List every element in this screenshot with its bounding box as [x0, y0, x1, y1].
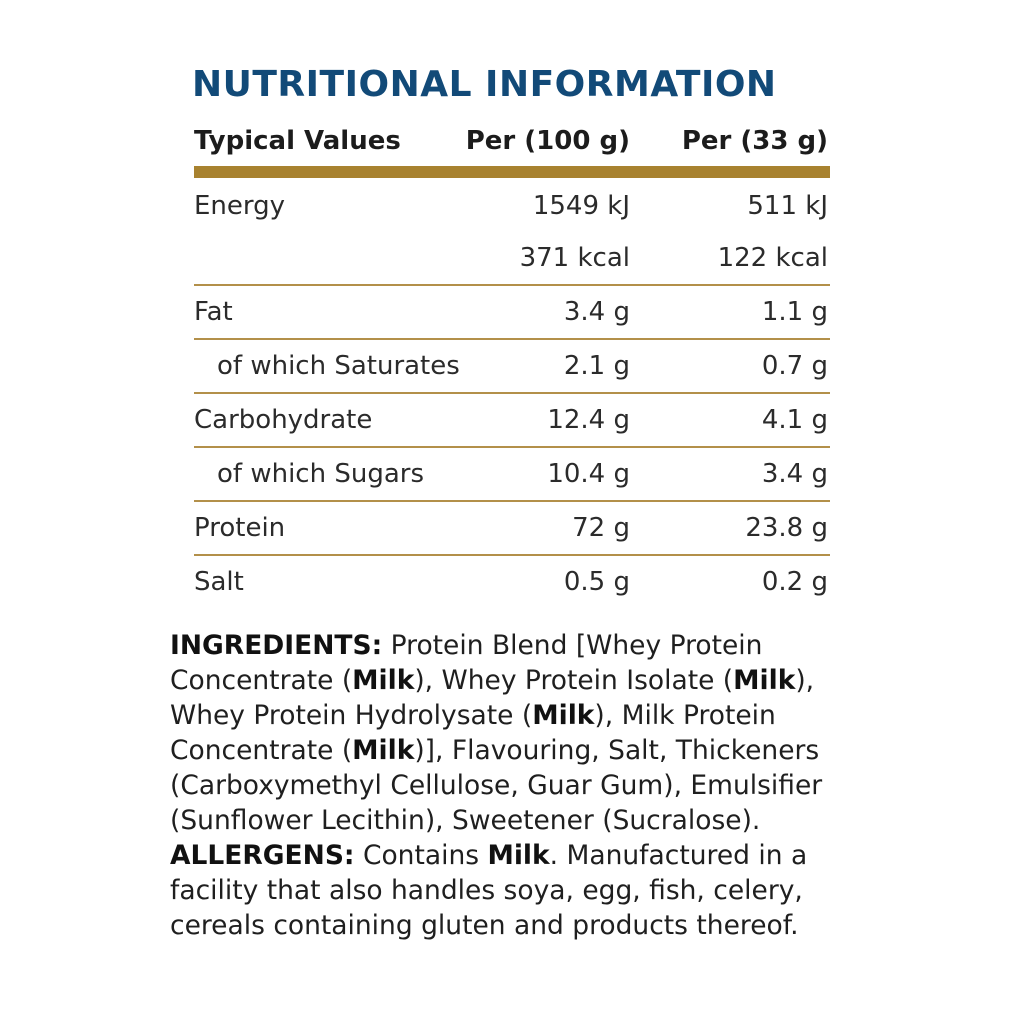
table-row-energy-kj: Energy 1549 kJ 511 kJ	[194, 180, 830, 232]
row-per-100g: 2.1 g	[563, 351, 630, 381]
nutrition-table: Typical Values Per (100 g) Per (33 g) En…	[194, 118, 830, 608]
header-per-serving: Per (33 g)	[681, 126, 828, 156]
row-label: of which Saturates	[217, 351, 460, 381]
ingredients-paragraph: INGREDIENTS: Protein Blend [Whey Protein…	[170, 628, 850, 943]
table-row-energy-kcal: 371 kcal 122 kcal	[194, 232, 830, 284]
table-row-fat: Fat 3.4 g 1.1 g	[194, 286, 830, 338]
row-divider	[194, 392, 830, 394]
row-per-100g: 12.4 g	[547, 405, 630, 435]
row-label: Protein	[194, 513, 286, 543]
row-per-serving: 511 kJ	[747, 191, 828, 221]
row-label: Salt	[194, 567, 244, 597]
row-label: of which Sugars	[217, 459, 424, 489]
table-row-saturates: of which Saturates 2.1 g 0.7 g	[194, 340, 830, 392]
table-row-protein: Protein 72 g 23.8 g	[194, 502, 830, 554]
allergen-milk: Milk	[487, 840, 550, 871]
row-divider	[194, 284, 830, 286]
row-divider	[194, 554, 830, 556]
ingredients-heading: INGREDIENTS:	[170, 630, 383, 661]
row-per-serving: 1.1 g	[761, 297, 828, 327]
row-divider	[194, 500, 830, 502]
row-per-serving: 4.1 g	[761, 405, 828, 435]
allergen-milk: Milk	[352, 665, 415, 696]
row-divider	[194, 446, 830, 448]
row-per-serving: 122 kcal	[717, 243, 828, 273]
header-typical-values: Typical Values	[194, 126, 401, 156]
row-per-100g: 3.4 g	[563, 297, 630, 327]
table-header-row: Typical Values Per (100 g) Per (33 g)	[194, 118, 830, 164]
allergen-milk: Milk	[733, 665, 796, 696]
ingredients-text: ), Whey Protein Hydrolysate (	[170, 665, 815, 731]
ingredients-text: ), Milk Protein Concentrate (	[170, 700, 776, 766]
allergens-heading: ALLERGENS:	[170, 840, 355, 871]
header-divider	[194, 166, 830, 178]
row-label: Carbohydrate	[194, 405, 373, 435]
row-per-100g: 72 g	[572, 513, 630, 543]
allergen-milk: Milk	[352, 735, 415, 766]
row-label: Energy	[194, 191, 286, 221]
row-per-serving: 3.4 g	[761, 459, 828, 489]
allergen-milk: Milk	[532, 700, 595, 731]
ingredients-text: Protein Blend [Whey Protein Concentrate …	[170, 630, 763, 696]
ingredients-text: )], Flavouring, Salt, Thickeners (Carbox…	[170, 735, 823, 836]
row-label: Fat	[194, 297, 233, 327]
page-title: NUTRITIONAL INFORMATION	[192, 64, 777, 105]
row-per-serving: 0.2 g	[761, 567, 828, 597]
row-per-100g: 0.5 g	[563, 567, 630, 597]
table-row-carbohydrate: Carbohydrate 12.4 g 4.1 g	[194, 394, 830, 446]
row-per-serving: 23.8 g	[745, 513, 828, 543]
row-per-100g: 10.4 g	[547, 459, 630, 489]
header-per-100g: Per (100 g)	[465, 126, 630, 156]
row-divider	[194, 338, 830, 340]
table-row-salt: Salt 0.5 g 0.2 g	[194, 556, 830, 608]
row-per-100g: 1549 kJ	[532, 191, 630, 221]
row-per-100g: 371 kcal	[519, 243, 630, 273]
allergens-text: . Manufactured in a facility that also h…	[170, 840, 808, 941]
allergens-text: Contains	[354, 840, 488, 871]
table-row-sugars: of which Sugars 10.4 g 3.4 g	[194, 448, 830, 500]
ingredients-text: ), Whey Protein Isolate (	[414, 665, 734, 696]
row-per-serving: 0.7 g	[761, 351, 828, 381]
